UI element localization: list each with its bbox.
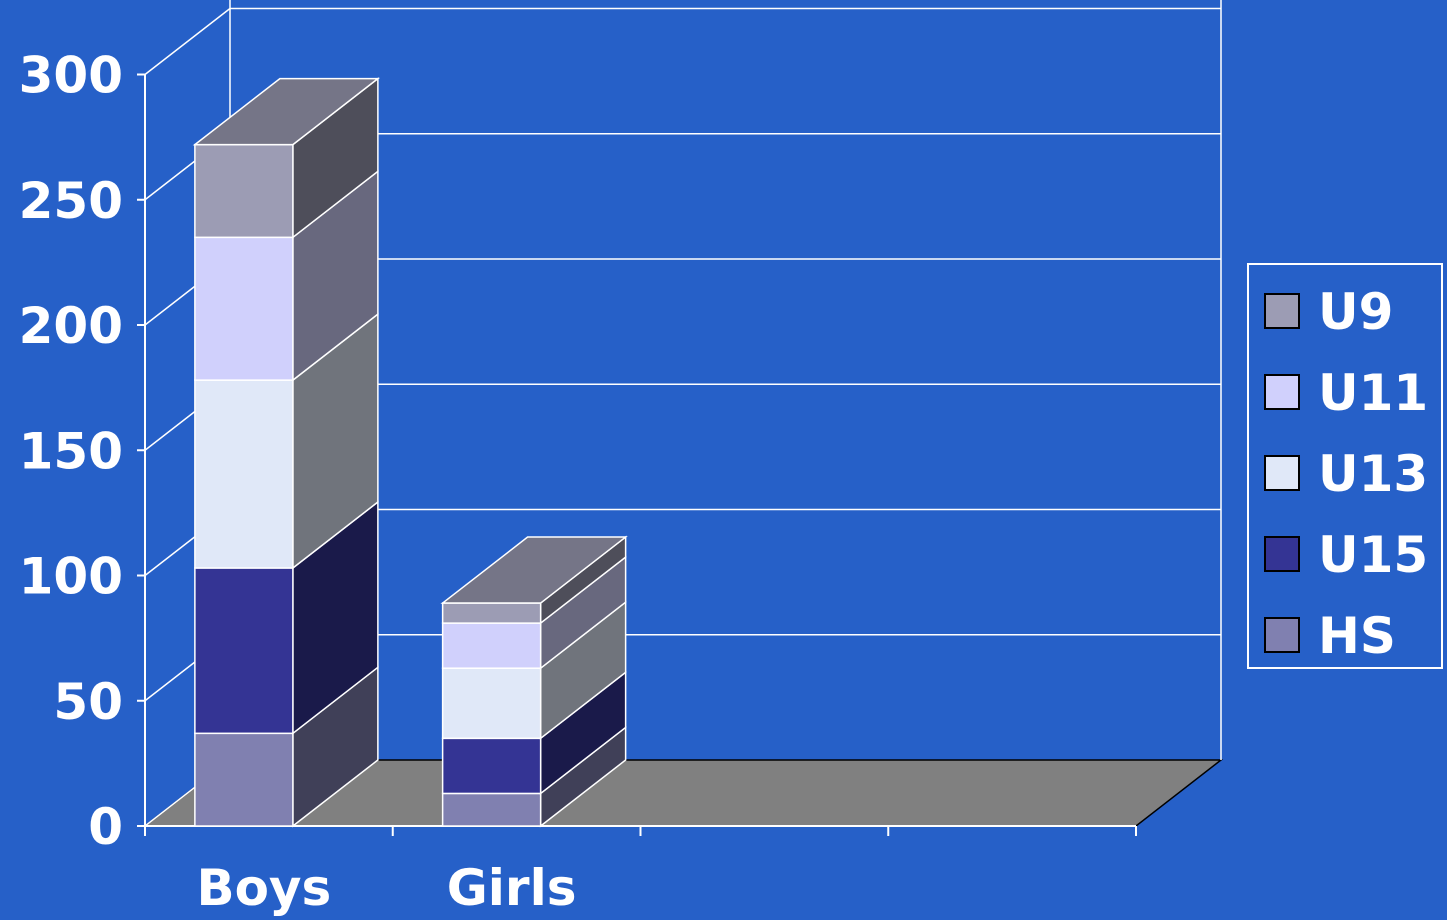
y-tick-label: 50 [53,673,123,731]
bar-segment-u11 [441,622,542,669]
axes: 0 50 100 150 200 250 300 Boys Girls [19,47,1137,917]
y-tick-label: 150 [19,422,123,480]
bars [192,77,628,828]
legend-swatch-u9 [1264,293,1300,329]
y-tick-label: 100 [19,548,123,606]
bar-segment-hs [441,792,542,827]
side-gridline [144,7,231,76]
legend: U9 U11 U13 U15 HS [1247,263,1443,669]
bar-stack-girls [440,535,628,828]
bar-segment-u13 [441,667,542,740]
bar-segment-u13 [194,379,294,569]
legend-label-u11: U11 [1318,364,1428,422]
y-tick-label: 0 [88,798,123,856]
bar-segment-hs [194,732,294,827]
back-wall-outline [229,0,1222,760]
x-category-label: Girls [447,859,577,917]
legend-label-hs: HS [1318,607,1396,665]
legend-swatch-u15 [1264,536,1300,572]
bar-segment-u15 [441,737,542,795]
y-tick-label: 250 [19,172,123,230]
bar-top-face [192,77,381,146]
x-category-label: Boys [196,859,331,917]
bar-top-face [440,536,628,604]
y-tick-label: 200 [19,297,123,355]
bar-segment-u15 [194,567,294,735]
legend-box [1247,263,1443,669]
y-tick-label: 300 [19,47,123,105]
bar-segment-u9 [441,602,542,624]
legend-label-u9: U9 [1318,283,1393,341]
bar-segment-u11 [194,236,294,381]
legend-label-u15: U15 [1318,526,1428,584]
legend-swatch-u11 [1264,374,1300,410]
bar-segment-u9 [194,143,294,239]
chart-walls-layer [229,0,1222,760]
legend-swatch-u13 [1264,455,1300,491]
legend-swatch-hs [1264,617,1300,653]
legend-label-u13: U13 [1318,445,1428,503]
bar-stack-boys [192,77,381,828]
